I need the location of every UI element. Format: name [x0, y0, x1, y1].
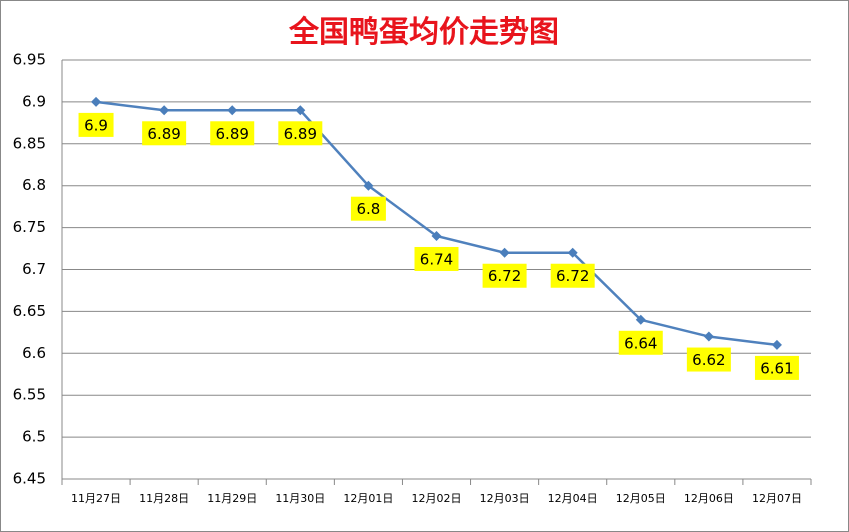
y-tick-label: 6.95: [13, 51, 46, 69]
x-tick-label: 12月02日: [412, 492, 462, 505]
y-tick-label: 6.85: [13, 134, 46, 152]
marker: [431, 230, 442, 241]
y-tick-label: 6.9: [22, 92, 46, 110]
marker: [635, 314, 646, 325]
data-label: 6.89: [216, 125, 249, 143]
data-label: 6.64: [624, 334, 657, 352]
y-tick-label: 6.75: [13, 218, 46, 236]
y-tick-label: 6.7: [22, 260, 46, 278]
y-tick-label: 6.65: [13, 302, 46, 320]
marker: [363, 180, 374, 191]
marker: [567, 247, 578, 258]
x-tick-label: 11月27日: [71, 492, 121, 505]
y-tick-label: 6.6: [22, 344, 46, 362]
x-tick-label: 12月07日: [752, 492, 802, 505]
y-tick-label: 6.5: [22, 428, 46, 446]
data-label: 6.89: [147, 125, 180, 143]
x-tick-label: 11月28日: [139, 492, 189, 505]
marker: [703, 331, 714, 342]
chart-title: 全国鸭蛋均价走势图: [288, 15, 559, 50]
x-tick-label: 12月04日: [548, 492, 598, 505]
data-label-bg: [78, 112, 114, 137]
data-label-bg: [618, 330, 663, 355]
x-tick-label: 12月01日: [343, 492, 393, 505]
data-label-bg: [482, 263, 527, 288]
data-label: 6.61: [760, 359, 793, 377]
data-label-bg: [142, 121, 187, 146]
y-tick-label: 6.45: [13, 470, 46, 488]
marker: [771, 339, 782, 350]
data-label-bg: [414, 246, 459, 271]
x-tick-label: 11月30日: [275, 492, 325, 505]
data-label: 6.8: [356, 200, 380, 218]
data-label-bg: [686, 347, 731, 372]
marker: [295, 105, 306, 116]
marker: [499, 247, 510, 258]
data-label-bg: [550, 263, 595, 288]
data-label-bg: [278, 121, 323, 146]
marker: [91, 96, 102, 107]
data-label-bg: [210, 121, 255, 146]
data-label: 6.72: [488, 267, 521, 285]
x-tick-label: 12月06日: [684, 492, 734, 505]
data-label: 6.89: [284, 125, 317, 143]
data-label-bg: [350, 196, 386, 221]
y-tick-label: 6.8: [22, 176, 46, 194]
data-label: 6.74: [420, 250, 453, 268]
y-tick-label: 6.55: [13, 386, 46, 404]
data-label: 6.9: [84, 116, 108, 134]
x-tick-label: 11月29日: [207, 492, 257, 505]
x-tick-label: 12月05日: [616, 492, 666, 505]
marker: [159, 105, 170, 116]
marker: [227, 105, 238, 116]
data-label: 6.62: [692, 351, 725, 369]
x-tick-label: 12月03日: [480, 492, 530, 505]
data-label: 6.72: [556, 267, 589, 285]
data-label-bg: [754, 355, 799, 380]
